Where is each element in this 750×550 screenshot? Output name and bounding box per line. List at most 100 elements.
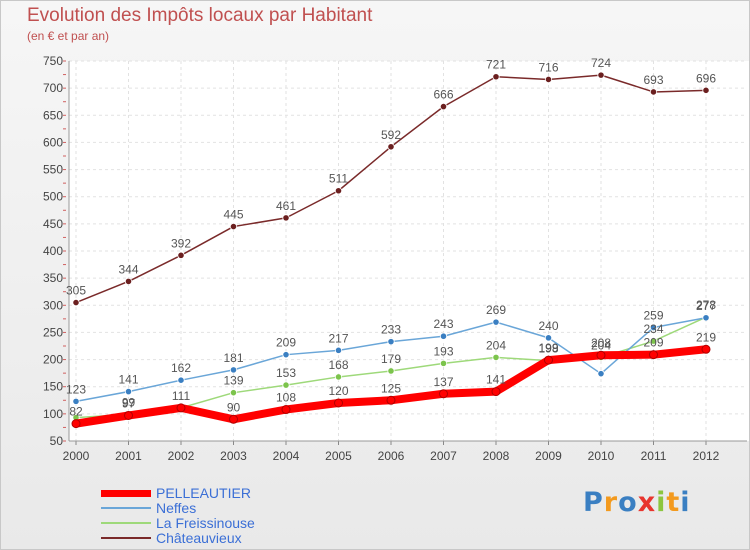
logo-letter: t xyxy=(666,487,681,518)
y-tick-label: 700 xyxy=(43,81,63,95)
legend-swatch xyxy=(101,490,151,497)
x-tick-label: 2004 xyxy=(273,449,300,463)
y-tick-label: 200 xyxy=(43,353,63,367)
data-label: 208 xyxy=(591,336,611,350)
data-label: 724 xyxy=(591,56,611,70)
data-point xyxy=(229,389,238,397)
data-label: 219 xyxy=(696,330,716,344)
x-tick-label: 2012 xyxy=(693,449,720,463)
data-label: 696 xyxy=(696,71,716,85)
data-point xyxy=(439,389,448,399)
data-label: 162 xyxy=(171,361,191,375)
proxiti-logo: Proxiti xyxy=(583,487,691,518)
data-point xyxy=(491,387,501,397)
data-label: 217 xyxy=(328,331,348,345)
y-tick-label: 500 xyxy=(43,190,63,204)
data-label: 278 xyxy=(696,298,716,312)
data-point xyxy=(177,376,185,384)
data-label: 277 xyxy=(696,299,716,313)
x-tick-label: 2008 xyxy=(483,449,510,463)
logo-letter: x xyxy=(637,487,657,518)
data-point xyxy=(702,314,710,322)
data-label: 344 xyxy=(118,262,138,276)
x-tick-label: 2001 xyxy=(115,449,142,463)
data-point xyxy=(596,350,606,360)
x-tick-label: 2007 xyxy=(430,449,457,463)
data-label: 716 xyxy=(538,60,558,74)
legend-item-la-freissinouse: La Freissinouse xyxy=(101,515,321,531)
data-point xyxy=(544,355,553,365)
data-point xyxy=(282,214,290,222)
data-point xyxy=(72,397,80,405)
chart-title: Evolution des Impôts locaux par Habitant xyxy=(27,5,373,26)
data-label: 139 xyxy=(223,374,243,388)
data-label: 193 xyxy=(433,344,453,358)
data-label: 305 xyxy=(66,284,86,298)
x-tick-label: 2005 xyxy=(325,449,352,463)
data-label: 125 xyxy=(381,381,401,395)
x-tick-label: 2000 xyxy=(63,449,90,463)
data-label: 90 xyxy=(227,400,241,414)
data-label: 204 xyxy=(591,338,611,352)
data-label: 198 xyxy=(538,342,558,356)
legend-item-chateauvieux: Châteauvieux xyxy=(101,530,321,546)
data-label: 666 xyxy=(433,88,453,102)
data-label: 259 xyxy=(643,309,663,323)
data-point xyxy=(387,367,395,375)
data-label: 721 xyxy=(486,58,506,72)
data-point xyxy=(439,103,448,111)
x-tick-label: 2002 xyxy=(168,449,195,463)
y-tick-label: 50 xyxy=(50,434,64,448)
legend-label: PELLEAUTIER xyxy=(156,485,251,501)
data-label: 97 xyxy=(122,396,136,410)
y-tick-label: 250 xyxy=(43,325,63,339)
data-label: 123 xyxy=(66,382,86,396)
data-point xyxy=(492,318,500,326)
data-point xyxy=(597,370,605,378)
data-point xyxy=(492,353,500,361)
data-point xyxy=(281,405,291,415)
data-point xyxy=(334,373,343,381)
data-label: 137 xyxy=(433,375,453,389)
legend-swatch xyxy=(101,522,151,524)
y-tick-label: 650 xyxy=(43,108,63,122)
data-point xyxy=(492,73,500,81)
legend: PELLEAUTIER Neffes La Freissinouse Châte… xyxy=(101,485,321,546)
data-point xyxy=(701,344,711,354)
data-label: 82 xyxy=(69,405,83,419)
logo-letter: r xyxy=(603,487,619,518)
data-point xyxy=(439,359,448,367)
data-point xyxy=(649,323,658,332)
data-label: 445 xyxy=(223,208,243,222)
y-tick-label: 450 xyxy=(43,217,63,231)
logo-letter: i xyxy=(680,487,691,518)
data-label: 204 xyxy=(486,338,506,352)
data-label: 511 xyxy=(329,172,348,186)
logo-letter: o xyxy=(618,487,638,518)
legend-label: Neffes xyxy=(156,500,197,516)
y-tick-label: 750 xyxy=(43,54,63,68)
y-tick-label: 600 xyxy=(43,135,63,149)
data-point xyxy=(229,222,238,231)
x-tick-label: 2009 xyxy=(535,449,562,463)
data-label: 120 xyxy=(328,384,348,398)
y-tick-label: 400 xyxy=(43,244,63,258)
data-point xyxy=(334,346,343,354)
data-point xyxy=(282,351,290,359)
data-point xyxy=(72,298,80,307)
data-point xyxy=(387,143,395,151)
data-label: 99 xyxy=(122,395,136,409)
legend-swatch xyxy=(101,537,151,539)
y-tick-label: 100 xyxy=(43,407,63,421)
data-label: 240 xyxy=(538,319,558,333)
data-point xyxy=(649,337,658,345)
x-tick-label: 2003 xyxy=(220,449,247,463)
data-label: 179 xyxy=(381,352,401,366)
data-label: 108 xyxy=(276,391,296,405)
data-point xyxy=(124,277,133,285)
data-point xyxy=(334,187,343,195)
legend-item-pelleautier: PELLEAUTIER xyxy=(101,485,321,501)
data-point xyxy=(124,387,133,396)
logo-letter: P xyxy=(583,487,604,518)
